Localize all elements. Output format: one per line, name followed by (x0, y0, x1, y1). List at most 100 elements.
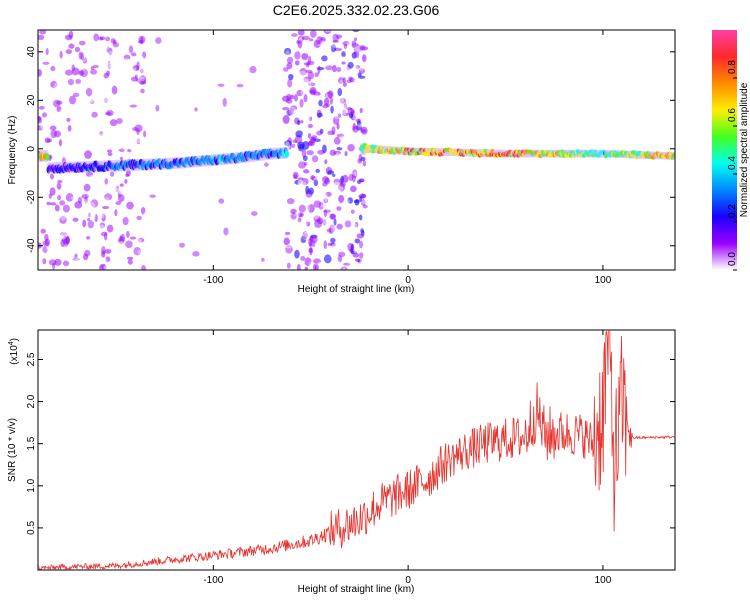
spectrogram-blob (50, 81, 58, 88)
spectrogram-blob (147, 87, 153, 91)
spectrogram-blob (303, 94, 308, 103)
y-tick-label: 0 (26, 146, 37, 152)
spectrogram-blob (306, 97, 311, 106)
spectrogram-blob (303, 162, 308, 166)
spectrogram-blob (342, 112, 350, 116)
spectrogram-blob (81, 93, 89, 102)
spectrogram-blob (128, 195, 135, 200)
spectrogram-blob (354, 205, 360, 210)
spectrogram-blob (181, 104, 189, 110)
spectrogram-blob (288, 107, 297, 116)
spectrogram-blob (90, 199, 99, 208)
spectrogram-panel: -100 0 100 -40 -20 0 20 40 Height of straight … (7, 29, 676, 295)
spectrogram-blob (83, 183, 91, 192)
spectrogram-blob (255, 160, 260, 166)
spectrogram-blob (310, 30, 317, 38)
spectrogram-blob (59, 50, 63, 59)
spectrogram-blob (126, 201, 134, 210)
spectrogram-blob (261, 257, 265, 262)
spectrogram-blob (130, 184, 137, 190)
spectrogram-blob (54, 239, 60, 245)
spectrogram-blob (48, 221, 53, 229)
spectrogram-blob (72, 217, 79, 222)
spectrogram-blob (131, 189, 137, 196)
spectrogram-blob (271, 111, 278, 119)
spectrogram-blob (294, 179, 302, 185)
spectrogram-blob (218, 198, 225, 204)
spectrogram-blob (356, 87, 364, 97)
spectrogram-blob (289, 88, 297, 94)
spectrogram-blob (57, 194, 62, 201)
spectrogram-blob (167, 43, 174, 50)
spectrogram-blob (329, 97, 334, 105)
spectrogram-blob (272, 70, 278, 74)
spectrogram-blob (268, 247, 276, 257)
spectrogram-blob (118, 140, 127, 144)
spectrogram-blob (137, 237, 145, 243)
spectrogram-blob (123, 57, 130, 65)
spectrogram-blob (132, 67, 137, 72)
spectrogram-blob (160, 239, 168, 248)
spectrogram-blob (97, 202, 103, 211)
spectrogram-blob (360, 228, 364, 233)
spectrogram-blob (112, 98, 117, 105)
spectrogram-blob (104, 248, 112, 254)
spectrogram-blob (359, 107, 363, 114)
spectrogram-blob (153, 200, 161, 205)
spectrogram-blob (73, 248, 77, 256)
spectrogram-blob (320, 40, 325, 47)
spectrogram-blob (323, 240, 328, 250)
spectrogram-blob (317, 112, 323, 118)
spectrogram-blob (194, 107, 198, 112)
spectrogram-blob (84, 150, 92, 159)
spectrogram-blob (68, 222, 74, 228)
spectrogram-blob (249, 65, 257, 74)
spectrogram-blob (53, 247, 61, 252)
spectrogram-blob (316, 156, 324, 164)
spectrogram-blob (42, 251, 46, 257)
spectrogram-blob (573, 233, 581, 237)
colorbar-tick-label: 0.2 (727, 204, 738, 218)
spectrogram-blob (286, 44, 294, 48)
spectrogram-blob (69, 256, 76, 262)
spectrogram-blob (629, 205, 634, 212)
spectrogram-blob (267, 112, 275, 119)
spectrogram-blob (356, 188, 363, 196)
spectrogram-blob (85, 87, 93, 97)
spectrogram-blob (298, 212, 304, 218)
spectrogram-blob (49, 202, 57, 206)
spectrogram-blob (115, 185, 120, 193)
spectrogram-blob (504, 42, 510, 50)
spectrogram-blob (209, 246, 218, 255)
spectrogram-blob (345, 227, 350, 236)
spectrogram-blob (225, 173, 233, 181)
spectrogram-blob (353, 171, 357, 177)
spectrogram-blob (115, 251, 122, 259)
spectrogram-blob (193, 168, 198, 174)
spectrogram-blob (337, 183, 345, 192)
spectrogram-y-axis: -40 -20 0 20 40 (26, 46, 675, 253)
spectrogram-blob (136, 61, 140, 71)
spectrogram-blob (327, 130, 335, 136)
spectrogram-blob (284, 47, 292, 56)
spectrogram-blob (355, 65, 361, 69)
spectrogram-blob (137, 250, 142, 254)
spectrogram-blob (293, 101, 299, 110)
spectrogram-blob (348, 133, 353, 141)
spectrogram-blob (76, 114, 84, 119)
spectrogram-blob (263, 245, 272, 254)
spectrogram-blob (323, 198, 329, 204)
spectrogram-blob (308, 116, 313, 122)
spectrogram-blob (285, 50, 290, 58)
spectrogram-blob (346, 260, 352, 265)
spectrogram-blob (296, 89, 304, 97)
spectrogram-blob (130, 188, 134, 197)
spectrogram-blob (101, 213, 106, 222)
snr-x-label: Height of straight line (km) (298, 584, 415, 595)
spectrogram-blob (121, 30, 129, 36)
spectrogram-blob (44, 116, 49, 121)
spectrogram-blob (123, 248, 132, 253)
spectrogram-blob (129, 265, 136, 269)
spectrogram-blob (303, 218, 310, 227)
spectrogram-blob (358, 96, 365, 101)
